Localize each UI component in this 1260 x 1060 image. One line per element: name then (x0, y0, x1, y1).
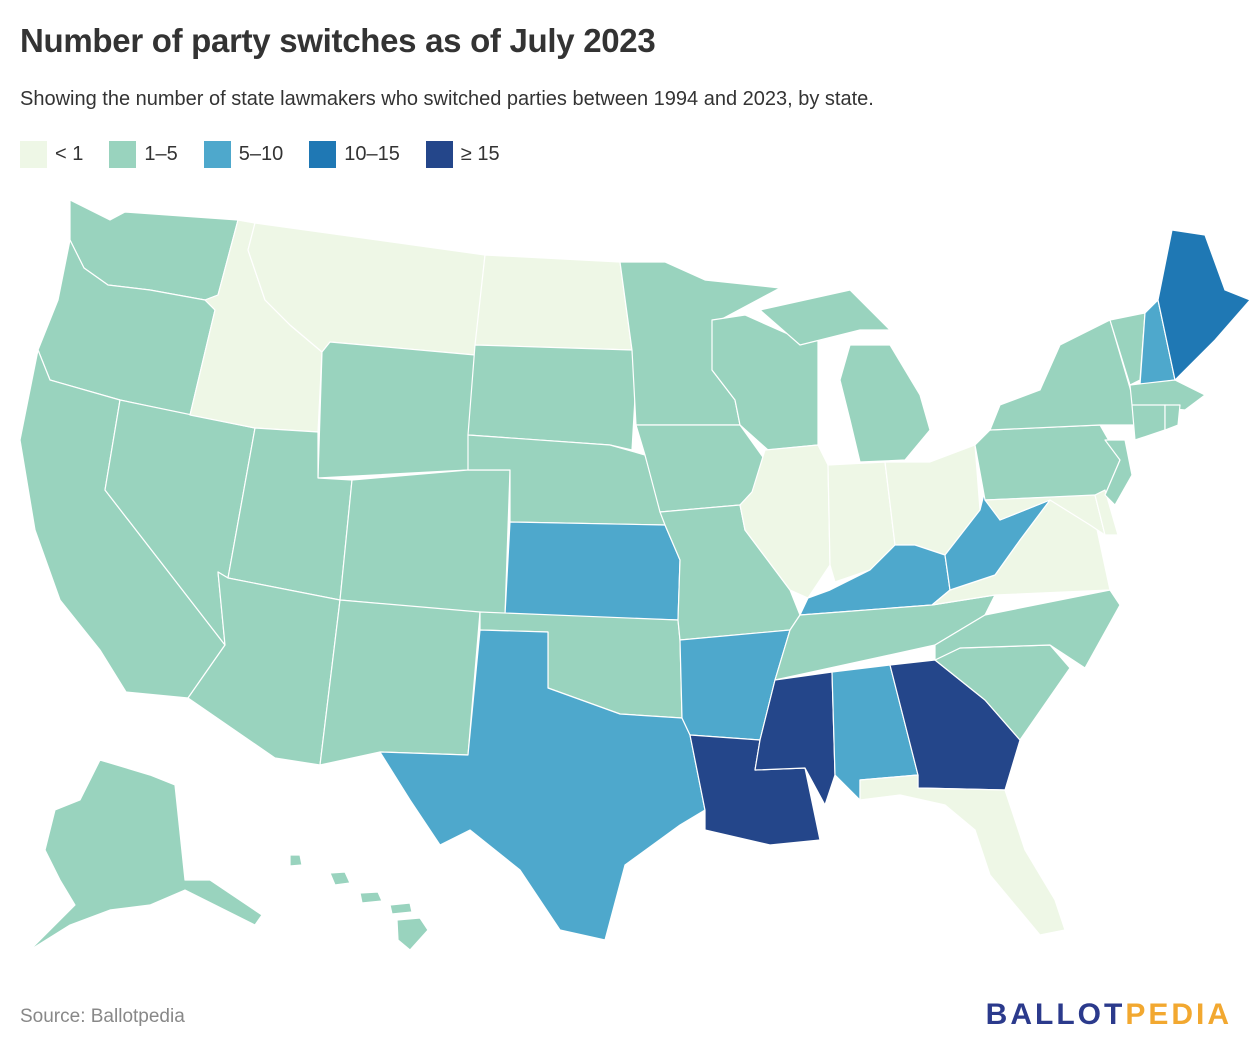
state-MA[interactable] (1129, 379, 1206, 411)
chart-subtitle: Showing the number of state lawmakers wh… (20, 88, 874, 110)
state-DE[interactable] (1094, 489, 1119, 536)
state-MI[interactable] (759, 289, 931, 463)
legend-swatch (425, 141, 453, 168)
state-NM[interactable] (319, 599, 481, 766)
legend-item-ge15: ≥ 15 (425, 141, 500, 168)
state-ND[interactable] (474, 254, 633, 351)
state-FL[interactable] (859, 774, 1066, 936)
state-CT[interactable] (1131, 404, 1166, 441)
legend-swatch (20, 141, 47, 168)
state-KS[interactable] (504, 521, 681, 621)
state-NC[interactable] (934, 589, 1121, 669)
legend-item-10-15: 10–15 (309, 141, 400, 168)
legend-label: ≥ 15 (460, 143, 500, 165)
state-AK[interactable] (29, 759, 263, 951)
chart-title: Number of party switches as of July 2023 (20, 22, 656, 59)
legend-label: 5–10 (238, 143, 284, 165)
legend: < 1 1–5 5–10 10–15 ≥ 15 (20, 141, 526, 168)
legend-label: < 1 (55, 143, 84, 165)
us-map (19, 199, 1251, 951)
state-CO[interactable] (339, 469, 511, 616)
state-NJ[interactable] (1104, 439, 1133, 506)
legend-label: 1–5 (144, 143, 178, 165)
legend-swatch (203, 141, 231, 168)
legend-label: 10–15 (344, 143, 400, 165)
ballotpedia-logo[interactable]: BALLOTPEDIA (986, 998, 1232, 1032)
legend-swatch (309, 141, 337, 168)
state-TX[interactable] (379, 629, 706, 941)
state-RI[interactable] (1164, 404, 1181, 431)
state-ME[interactable] (1157, 229, 1251, 381)
logo-part-1: BALLOT (985, 998, 1126, 1031)
state-PA[interactable] (974, 424, 1121, 501)
state-WY[interactable] (317, 341, 476, 479)
legend-item-5-10: 5–10 (203, 141, 284, 168)
legend-item-lt1: < 1 (20, 141, 83, 168)
source-note: Source: Ballotpedia (20, 1006, 185, 1027)
state-HI[interactable] (289, 854, 429, 951)
state-SD[interactable] (467, 344, 637, 451)
legend-item-1-5: 1–5 (109, 141, 178, 168)
state-IL[interactable] (739, 444, 831, 599)
legend-swatch (109, 141, 137, 168)
logo-part-2: PEDIA (1125, 998, 1232, 1031)
